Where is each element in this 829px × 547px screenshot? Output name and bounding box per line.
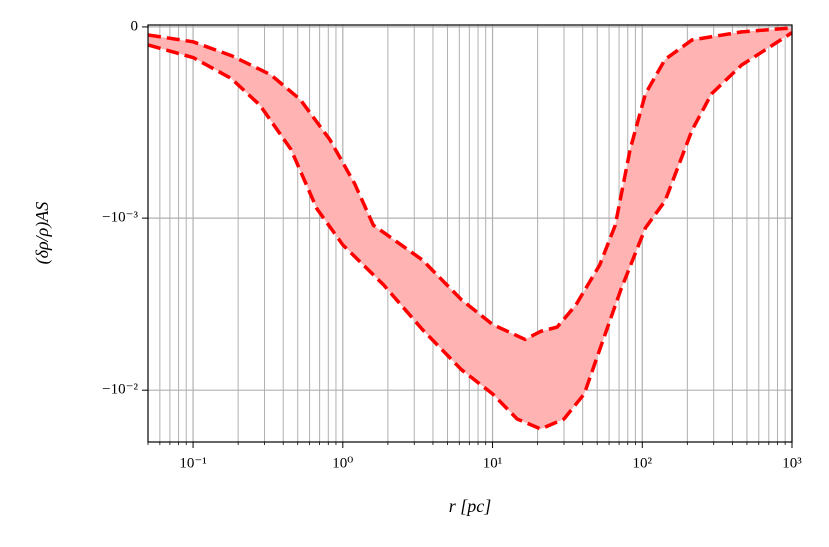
x-axis-label: r [pc]	[449, 496, 492, 516]
plot-area	[148, 26, 792, 431]
x-tick-label: 10²	[633, 455, 653, 471]
x-tick-label: 10⁻¹	[179, 455, 206, 471]
x-tick-label: 10⁰	[332, 455, 353, 471]
line	[148, 31, 792, 431]
line	[148, 26, 792, 342]
y-tick-label: −10⁻²	[102, 382, 138, 398]
y-axis-label: (δρ/ρ)AS	[32, 202, 53, 265]
x-tick-label: 10³	[782, 455, 802, 471]
x-tick-label: 10¹	[483, 455, 503, 471]
fill-between	[148, 27, 792, 429]
y-tick-label: −10⁻³	[102, 210, 138, 226]
y-tick-label: 0	[131, 18, 139, 34]
axes-frame	[147, 24, 793, 443]
